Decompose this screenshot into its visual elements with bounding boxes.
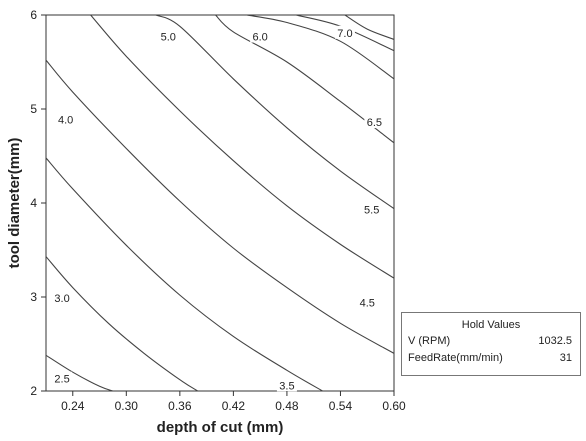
hold-value-label: V (RPM)	[408, 335, 451, 347]
contour-line	[46, 354, 114, 391]
y-tick-label: 6	[30, 8, 37, 22]
hold-value-number: 1032.5	[538, 335, 572, 347]
y-tick-label: 3	[30, 290, 37, 304]
contour-label: 3.5	[279, 380, 294, 392]
contour-label: 5.0	[161, 32, 176, 44]
x-axis-title: depth of cut (mm)	[157, 419, 284, 436]
contour-label-background	[52, 290, 73, 304]
contour-label: 7.0	[337, 28, 352, 40]
contour-label-background	[55, 112, 76, 126]
contour-label: 6.5	[367, 117, 382, 129]
contour-label-background	[250, 29, 271, 43]
x-tick-label: 0.54	[329, 399, 353, 413]
y-tick-label: 5	[30, 102, 37, 116]
contour-line	[155, 15, 394, 210]
contour-line	[246, 15, 394, 80]
x-tick-label: 0.24	[61, 399, 85, 413]
contour-label-background	[276, 378, 297, 392]
contour-label: 5.5	[364, 205, 379, 217]
contour-line	[215, 15, 394, 144]
x-tick-label: 0.60	[382, 399, 406, 413]
contour-label-background	[52, 371, 73, 385]
contour-line	[90, 15, 394, 279]
contour-label: 4.5	[360, 298, 375, 310]
contour-lines	[46, 15, 394, 391]
x-tick-label: 0.42	[222, 399, 246, 413]
contour-label-background	[364, 115, 385, 129]
contour-label-background	[357, 295, 378, 309]
y-tick-label: 4	[30, 196, 37, 210]
contour-label: 4.0	[58, 114, 73, 126]
contour-line	[46, 157, 323, 391]
contour-label-background	[334, 25, 355, 39]
y-tick-label: 2	[30, 384, 37, 398]
hold-value-label: FeedRate(mm/min)	[408, 352, 503, 364]
x-axis: 0.24 0.30 0.36 0.42 0.48 0.54 0.60	[61, 391, 406, 413]
hold-values-row: FeedRate(mm/min) 31	[402, 350, 580, 367]
contour-line	[46, 256, 198, 391]
contour-label: 3.0	[54, 293, 69, 305]
contour-line	[344, 15, 394, 40]
contour-label-background	[158, 29, 179, 43]
contour-label: 2.5	[54, 374, 69, 386]
hold-values-box: Hold Values V (RPM) 1032.5 FeedRate(mm/m…	[401, 312, 581, 376]
plot-area	[45, 14, 395, 392]
contour-label: 6.0	[253, 32, 268, 44]
contour-labels: 2.5 3.0 3.5 4.0 4.5 5.0 5.5 6.0 6.5 7.0	[52, 25, 385, 392]
y-axis: 2 3 4 5 6	[30, 8, 46, 398]
x-tick-label: 0.30	[115, 399, 139, 413]
hold-values-title: Hold Values	[461, 319, 521, 331]
x-tick-label: 0.36	[168, 399, 192, 413]
hold-values-row: V (RPM) 1032.5	[402, 333, 580, 350]
hold-value-number: 31	[559, 352, 572, 364]
y-axis-title: tool diameter(mm)	[6, 138, 23, 269]
contour-line	[46, 59, 394, 354]
contour-label-background	[361, 202, 382, 216]
plot-frame	[45, 14, 395, 392]
x-tick-label: 0.48	[275, 399, 299, 413]
